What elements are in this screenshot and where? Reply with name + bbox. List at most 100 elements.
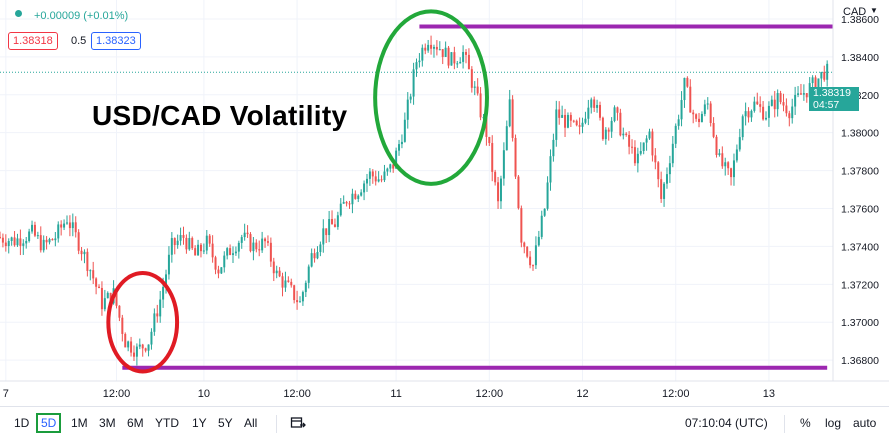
candle-up-body (665, 174, 668, 184)
candle-up-body (438, 49, 441, 51)
candle-down-body (619, 112, 622, 136)
candle-down-body (4, 242, 7, 247)
candles (0, 35, 829, 366)
candle-up-body (421, 47, 424, 61)
candle-down-body (569, 114, 572, 121)
candle-up-body (797, 93, 800, 95)
candle-up-body (459, 61, 462, 64)
y-tick-label: 1.37800 (841, 166, 879, 178)
candle-up-body (319, 244, 322, 253)
candle-down-body (488, 136, 491, 144)
candle-down-body (727, 162, 730, 169)
candle-down-body (246, 232, 249, 235)
candle-down-body (447, 47, 450, 66)
log-toggle[interactable]: log (825, 416, 842, 430)
candle-up-body (584, 118, 587, 123)
timeframe-1d[interactable]: 1D (14, 416, 30, 430)
candle-down-body (258, 249, 261, 251)
candle-down-body (278, 270, 281, 277)
candle-up-body (820, 71, 823, 79)
candle-down-body (465, 51, 468, 55)
candle-down-body (712, 122, 715, 137)
candle-down-body (788, 113, 791, 119)
percent-toggle[interactable]: % (800, 416, 811, 430)
candle-down-body (199, 244, 202, 252)
candle-down-body (182, 235, 185, 238)
candle-down-body (435, 46, 438, 50)
spread-value: 0.5 (71, 35, 87, 47)
chevron-down-icon[interactable]: ▼ (870, 6, 878, 15)
candle-down-body (269, 242, 272, 262)
auto-toggle[interactable]: auto (853, 416, 877, 430)
candle-up-body (357, 195, 360, 199)
candle-up-body (549, 156, 552, 183)
candle-down-body (631, 146, 634, 148)
candle-up-body (671, 143, 674, 164)
candle-up-body (304, 282, 307, 293)
candle-down-body (782, 102, 785, 106)
x-tick-label: 12:00 (476, 388, 504, 400)
highlight-ellipse (106, 270, 180, 374)
candle-down-body (74, 222, 77, 233)
timeframe-5y[interactable]: 5Y (218, 416, 233, 430)
candle-down-body (290, 281, 293, 286)
candle-up-body (432, 46, 435, 49)
ask-price[interactable]: 1.38323 (91, 32, 141, 50)
candle-down-body (141, 344, 144, 349)
bid-price[interactable]: 1.38318 (8, 32, 58, 50)
currency-label[interactable]: CAD (843, 6, 867, 18)
candle-down-body (325, 228, 328, 236)
timeframe-ytd[interactable]: YTD (155, 416, 179, 430)
change-dot-icon (15, 10, 22, 17)
candle-up-body (703, 104, 706, 114)
utc-clock[interactable]: 07:10:04 (UTC) (685, 416, 768, 430)
x-tick-label: 12:00 (283, 388, 311, 400)
candle-down-body (333, 224, 336, 227)
timeframe-6m[interactable]: 6M (127, 416, 144, 430)
candle-up-body (718, 153, 721, 155)
candle-down-body (491, 143, 494, 172)
candle-down-body (124, 333, 127, 348)
candle-down-body (132, 352, 135, 357)
candle-up-body (383, 171, 386, 181)
candle-up-body (71, 222, 74, 229)
y-tick-label: 1.38000 (841, 128, 879, 140)
candle-down-body (747, 111, 750, 118)
timeframe-1y[interactable]: 1Y (192, 416, 207, 430)
candle-up-body (65, 222, 68, 224)
timeframe-all[interactable]: All (244, 416, 258, 430)
candle-up-body (776, 93, 779, 110)
x-tick-label: 13 (763, 388, 775, 400)
candle-down-body (264, 238, 267, 242)
candle-up-body (10, 237, 13, 241)
date-range-icon[interactable] (290, 415, 306, 436)
candle-up-body (744, 111, 747, 117)
candle-up-body (639, 150, 642, 154)
candle-up-body (668, 163, 671, 175)
candle-down-body (785, 105, 788, 114)
candle-up-body (400, 141, 403, 145)
candle-down-body (572, 120, 575, 122)
candle-down-body (185, 237, 188, 250)
timeframe-3m[interactable]: 3M (99, 416, 116, 430)
candle-up-body (138, 344, 141, 347)
candle-down-body (430, 44, 433, 49)
candle-up-body (310, 253, 313, 267)
candle-down-body (616, 107, 619, 113)
candle-up-body (389, 164, 392, 169)
candle-down-body (68, 222, 71, 229)
candle-down-body (756, 101, 759, 105)
candle-up-body (552, 139, 555, 157)
candle-down-body (529, 256, 532, 266)
x-tick-label: 7 (3, 388, 9, 400)
candle-up-body (220, 267, 223, 274)
timeframe-1m[interactable]: 1M (71, 416, 88, 430)
candle-down-body (217, 269, 220, 274)
candle-up-body (377, 179, 380, 182)
timeframe-5d[interactable]: 5D (36, 413, 62, 433)
candle-down-body (287, 280, 290, 282)
candle-up-body (261, 238, 264, 251)
candle-up-body (767, 105, 770, 118)
